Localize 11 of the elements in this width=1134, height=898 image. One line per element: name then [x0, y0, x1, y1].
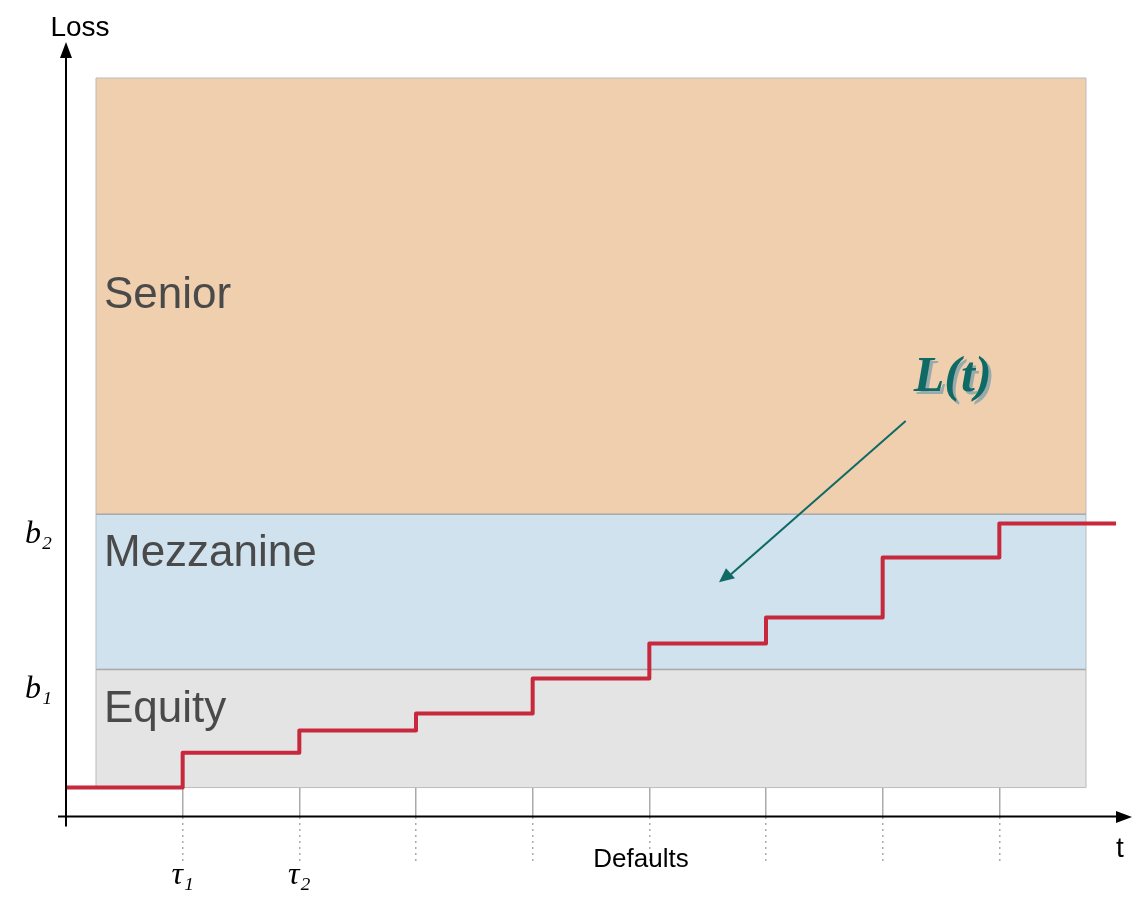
text: L(t) [915, 349, 995, 406]
band-label: Senior [104, 268, 232, 318]
x-axis-title: t [1116, 831, 1125, 863]
band-label: Mezzanine [104, 526, 317, 576]
text: Loss [50, 11, 110, 42]
ref-line-label: b₂ [24, 513, 52, 550]
x-tick-label: τ₁ [171, 855, 194, 892]
band-label: Equity [104, 681, 227, 731]
text: Defaults [593, 842, 689, 873]
x-tick-label: τ₂ [288, 855, 311, 892]
ref-line-label: b₁ [24, 668, 52, 705]
